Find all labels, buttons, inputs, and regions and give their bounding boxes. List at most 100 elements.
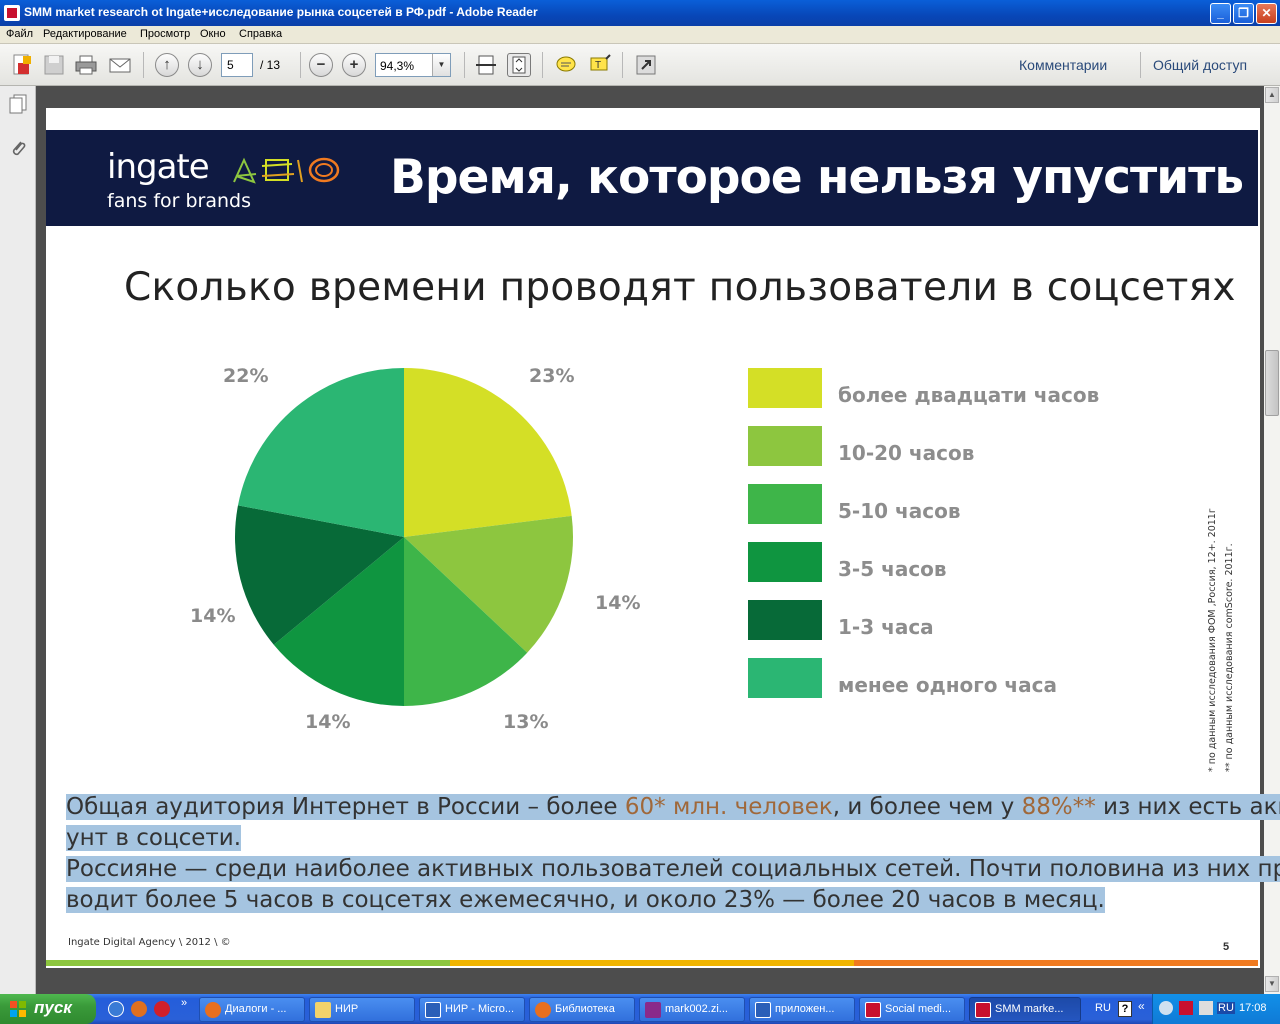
comments-link[interactable]: Комментарии bbox=[1019, 57, 1108, 73]
keyboard-layout[interactable]: RU bbox=[1217, 1002, 1235, 1014]
volume-icon[interactable] bbox=[1199, 1001, 1213, 1015]
language-indicator[interactable]: RU bbox=[1095, 1002, 1111, 1014]
pie-label: 13% bbox=[503, 711, 549, 733]
comment-icon[interactable] bbox=[554, 53, 578, 77]
folder-icon bbox=[315, 1002, 331, 1018]
legend-label: менее одного часа bbox=[838, 673, 1058, 697]
maximize-button[interactable]: ❐ bbox=[1233, 3, 1254, 24]
scroll-down-arrow[interactable]: ▼ bbox=[1265, 976, 1279, 992]
pie-slice bbox=[237, 368, 404, 537]
save-icon[interactable] bbox=[42, 53, 66, 77]
task-label: Библиотека bbox=[555, 1003, 615, 1015]
banner-title: Время, которое нельзя упустить bbox=[390, 150, 1244, 205]
task-label: SMM marke... bbox=[995, 1003, 1064, 1015]
pdf-icon bbox=[865, 1002, 881, 1018]
page-total: / 13 bbox=[260, 58, 281, 72]
media-player-icon[interactable] bbox=[131, 1001, 147, 1017]
share-link[interactable]: Общий доступ bbox=[1153, 57, 1248, 73]
menu-file[interactable]: Файл bbox=[6, 28, 34, 40]
taskbar-item[interactable]: НИР bbox=[309, 997, 415, 1022]
help-icon[interactable]: ? bbox=[1118, 1001, 1132, 1017]
pie-chart bbox=[235, 368, 573, 706]
paragraph-text: из них есть акка- bbox=[1103, 794, 1280, 820]
pdf-icon bbox=[975, 1002, 991, 1018]
highlight-number: 88%** bbox=[1021, 794, 1096, 820]
chevron-down-icon[interactable]: ▼ bbox=[432, 54, 450, 76]
adobe-reader-icon bbox=[4, 5, 20, 21]
expand-icon[interactable] bbox=[634, 53, 658, 77]
toolbar-separator bbox=[542, 52, 543, 78]
firefox-icon bbox=[535, 1002, 551, 1018]
ie-icon[interactable] bbox=[108, 1001, 124, 1017]
pages-icon[interactable] bbox=[9, 94, 27, 114]
zoom-value: 94,3% bbox=[380, 59, 415, 73]
legend-label: 5-10 часов bbox=[838, 499, 961, 523]
archive-icon bbox=[645, 1002, 661, 1018]
word-icon bbox=[425, 1002, 441, 1018]
email-icon[interactable] bbox=[108, 53, 132, 77]
print-icon[interactable] bbox=[74, 53, 98, 77]
taskbar-item[interactable]: Библиотека bbox=[529, 997, 635, 1022]
pie-slice bbox=[273, 537, 404, 706]
logo-tagline: fans for brands bbox=[107, 190, 251, 212]
ingate-logo: ingate bbox=[107, 147, 210, 187]
menu-edit[interactable]: Редактирование bbox=[43, 28, 127, 40]
attachments-icon[interactable] bbox=[9, 138, 27, 158]
taskbar: пуск » Диалоги - ... НИР НИР - Micro... … bbox=[0, 994, 1280, 1024]
scroll-up-arrow[interactable]: ▲ bbox=[1265, 87, 1279, 103]
task-label: приложен... bbox=[775, 1003, 835, 1015]
task-label: НИР bbox=[335, 1003, 359, 1015]
taskbar-item[interactable]: приложен... bbox=[749, 997, 855, 1022]
highlight-icon[interactable]: T bbox=[588, 53, 612, 77]
legend-label: 10-20 часов bbox=[838, 441, 975, 465]
zoom-select[interactable]: 94,3% ▼ bbox=[375, 53, 451, 77]
fit-page-icon[interactable] bbox=[507, 53, 531, 77]
task-label: НИР - Micro... bbox=[445, 1003, 515, 1015]
create-pdf-icon[interactable] bbox=[10, 53, 34, 77]
network-icon[interactable] bbox=[1159, 1001, 1173, 1015]
footer-text: Ingate Digital Agency \ 2012 \ © bbox=[68, 937, 231, 948]
zoom-out-button[interactable]: − bbox=[309, 53, 333, 77]
legend-label: более двадцати часов bbox=[838, 383, 1100, 407]
title-bar: SMM market research ot Ingate+исследован… bbox=[0, 0, 1280, 26]
word-icon bbox=[755, 1002, 771, 1018]
taskbar-item[interactable]: НИР - Micro... bbox=[419, 997, 525, 1022]
source-note-fom: * по данным исследования ФОМ ,Россия, 12… bbox=[1207, 508, 1218, 772]
menu-bar: Файл Редактирование Просмотр Окно Справк… bbox=[0, 26, 1280, 44]
menu-help[interactable]: Справка bbox=[239, 28, 283, 40]
toolbar-separator bbox=[464, 52, 465, 78]
legend-swatch bbox=[748, 426, 822, 466]
task-label: Social medi... bbox=[885, 1003, 952, 1015]
menu-view[interactable]: Просмотр bbox=[140, 28, 191, 40]
legend-swatch bbox=[748, 600, 822, 640]
page-number-input[interactable] bbox=[221, 53, 253, 77]
toolbar-separator bbox=[622, 52, 623, 78]
adobe-tray-icon[interactable] bbox=[1179, 1001, 1193, 1015]
previous-page-icon[interactable]: ↑ bbox=[155, 53, 179, 77]
close-button[interactable]: ✕ bbox=[1256, 3, 1277, 24]
menu-window[interactable]: Окно bbox=[200, 28, 226, 40]
taskbar-item[interactable]: Диалоги - ... bbox=[199, 997, 305, 1022]
taskbar-item[interactable]: mark002.zi... bbox=[639, 997, 745, 1022]
slide-title: Сколько времени проводят пользователи в … bbox=[124, 265, 1236, 310]
scroll-thumb[interactable] bbox=[1265, 350, 1279, 416]
paragraph-text: , и более чем у bbox=[832, 794, 1022, 820]
pie-slice bbox=[404, 368, 572, 537]
show-more-icon[interactable]: » bbox=[181, 997, 188, 1009]
toolbar: ↑ ↓ − + T bbox=[0, 44, 1280, 86]
vertical-scrollbar[interactable]: ▲ ▼ bbox=[1264, 86, 1280, 994]
start-button[interactable]: пуск bbox=[0, 994, 96, 1024]
taskbar-item-active[interactable]: SMM marke... bbox=[969, 997, 1081, 1022]
paragraph-text: Россияне — среди наиболее активных польз… bbox=[66, 856, 1280, 882]
paragraph-text: унт в соцсети. bbox=[66, 825, 242, 851]
opera-icon[interactable] bbox=[154, 1001, 170, 1017]
toolbar-separator bbox=[300, 52, 301, 78]
zoom-in-button[interactable]: + bbox=[342, 53, 366, 77]
tray-expand-icon[interactable]: « bbox=[1138, 999, 1145, 1013]
footer-color-bar bbox=[46, 960, 1258, 966]
next-page-icon[interactable]: ↓ bbox=[188, 53, 212, 77]
fit-width-icon[interactable] bbox=[474, 53, 498, 77]
taskbar-item[interactable]: Social medi... bbox=[859, 997, 965, 1022]
pie-label: 14% bbox=[305, 711, 351, 733]
minimize-button[interactable]: _ bbox=[1210, 3, 1231, 24]
